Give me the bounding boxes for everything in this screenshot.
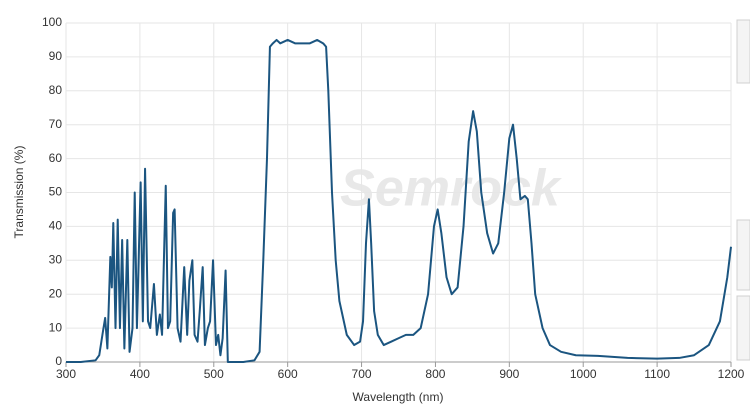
x-tick-label: 800 [425, 367, 445, 381]
x-axis-label: Wavelength (nm) [353, 390, 444, 404]
y-tick-label: 80 [49, 83, 63, 97]
y-tick-label: 0 [55, 354, 62, 368]
x-tick-label: 900 [499, 367, 519, 381]
y-tick-label: 70 [49, 117, 63, 131]
x-tick-label: 1000 [570, 367, 597, 381]
x-tick-label: 1100 [644, 367, 670, 381]
side-panel [736, 219, 750, 291]
x-tick-label: 500 [204, 367, 224, 381]
watermark: Semrock [340, 160, 563, 218]
y-tick-label: 100 [42, 15, 62, 29]
y-tick-label: 60 [49, 151, 63, 165]
x-tick-label: 600 [278, 367, 298, 381]
y-axis-label: Transmission (%) [12, 146, 26, 239]
x-tick-label: 700 [352, 367, 372, 381]
y-tick-label: 90 [49, 49, 63, 63]
y-tick-label: 20 [49, 286, 63, 300]
y-tick-label: 10 [49, 320, 63, 334]
y-tick-label: 50 [49, 185, 63, 199]
y-tick-label: 40 [49, 219, 63, 233]
side-panel [736, 295, 750, 361]
y-tick-label: 30 [49, 252, 63, 266]
x-tick-label: 300 [56, 367, 76, 381]
x-tick-label: 1200 [718, 367, 745, 381]
x-tick-label: 400 [130, 367, 150, 381]
data-line [66, 38, 732, 363]
side-panel [736, 19, 750, 84]
